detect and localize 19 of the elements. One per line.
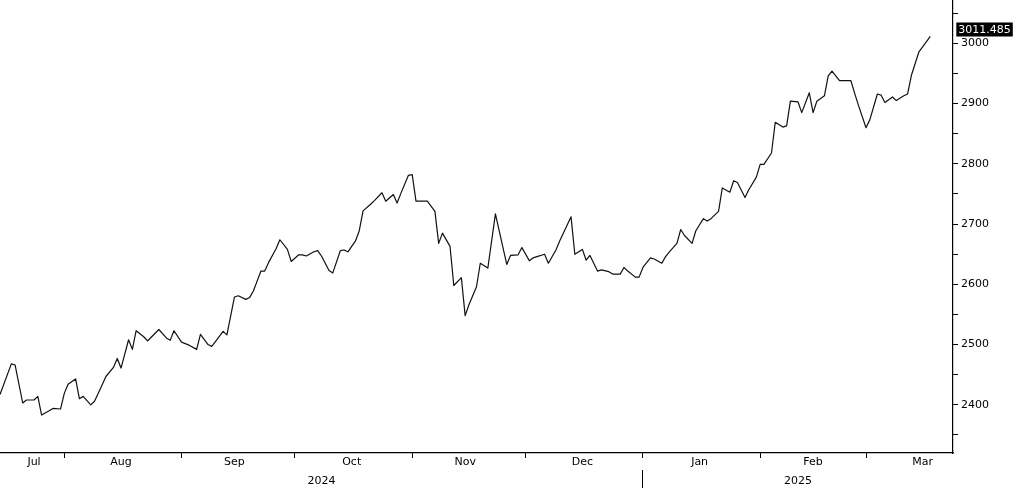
y-tick-label: 2900: [961, 96, 989, 110]
y-tick-label: 2800: [961, 156, 989, 170]
y-tick-label: 2500: [961, 337, 989, 351]
annotation: 3011.485: [958, 22, 1011, 36]
y-tick-label: 2400: [961, 397, 989, 411]
x-tick-label: Sep: [224, 455, 245, 469]
y-tick-label: 2700: [961, 216, 989, 230]
x-tick-label: Oct: [342, 455, 362, 469]
x-tick-label: Jul: [26, 455, 41, 469]
x-tick-label: Jan: [690, 455, 709, 469]
x-tick-label: Dec: [571, 455, 594, 469]
x-tick-label: Mar: [912, 455, 934, 469]
y-tick-label: 3000: [961, 36, 989, 50]
x2-tick-label: 2025: [783, 474, 812, 488]
x-tick-label: Aug: [110, 455, 132, 469]
x-tick-label: Nov: [454, 455, 477, 469]
x2-tick-label: 2024: [307, 474, 336, 488]
y-tick-label: 2600: [961, 277, 989, 291]
x-tick-label: Feb: [803, 455, 823, 469]
